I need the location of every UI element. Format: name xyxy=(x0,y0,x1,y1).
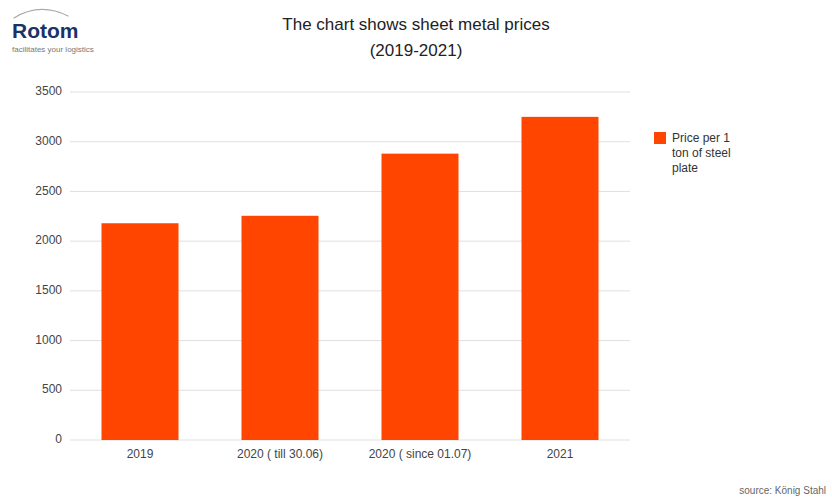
source: source: König Stahl xyxy=(739,485,826,496)
legend-swatch xyxy=(654,132,666,144)
x-axis: 2019 2020 ( till 30.06) 2020 ( since 01.07… xyxy=(127,447,574,461)
chart: 0 500 1000 1500 2000 2500 3000 3500 2019 2020 ( t… xyxy=(0,0,832,500)
subtitle: (2019-2021) xyxy=(370,41,463,60)
x-tick-label: 2021 xyxy=(547,447,574,461)
y-tick-label: 2000 xyxy=(35,233,62,247)
y-tick-label: 1500 xyxy=(35,283,62,297)
bar xyxy=(102,223,179,440)
legend-label: Price per 1ton of steelplate xyxy=(672,131,731,175)
bar xyxy=(382,154,459,440)
x-tick-label: 2020 ( till 30.06) xyxy=(237,447,323,461)
x-tick-label: 2020 ( since 01.07) xyxy=(369,447,472,461)
title: The chart shows sheet metal prices xyxy=(282,15,549,34)
y-tick-label: 2500 xyxy=(35,184,62,198)
x-tick-label: 2019 xyxy=(127,447,154,461)
y-tick-label: 500 xyxy=(42,382,62,396)
y-tick-label: 0 xyxy=(55,432,62,446)
grid-line xyxy=(70,92,630,93)
bar xyxy=(242,216,319,440)
y-tick-label: 1000 xyxy=(35,333,62,347)
bar xyxy=(522,117,599,440)
y-tick-label: 3500 xyxy=(35,84,62,98)
logo: Rotom xyxy=(12,19,79,42)
logo-subtitle: facilitates your logistics xyxy=(12,45,94,54)
chart-container: 0 500 1000 1500 2000 2500 3000 3500 2019 2020 ( t… xyxy=(0,0,832,500)
legend: Price per 1ton of steelplate xyxy=(654,131,731,175)
y-tick-label: 3000 xyxy=(35,134,62,148)
logo-arc xyxy=(14,9,68,18)
y-axis: 0 500 1000 1500 2000 2500 3000 3500 xyxy=(35,84,630,446)
bars xyxy=(102,117,599,440)
